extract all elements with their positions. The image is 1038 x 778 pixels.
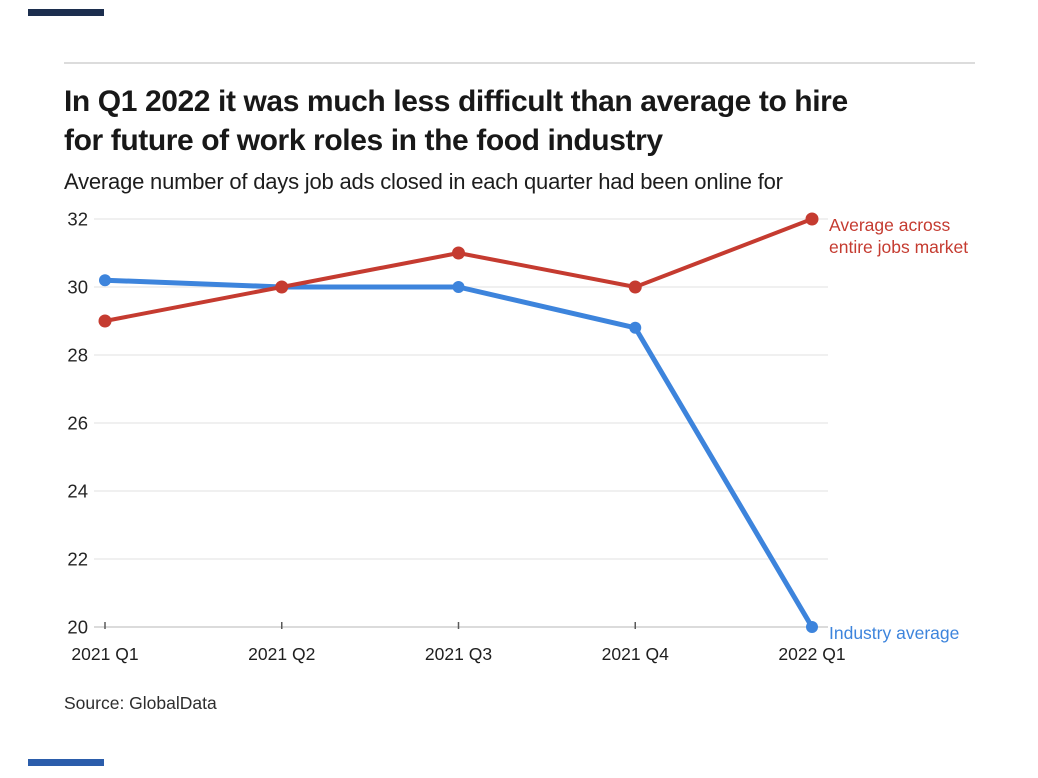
series-label-industry-average: Industry average bbox=[829, 623, 959, 643]
x-axis-label-2021-q3: 2021 Q3 bbox=[425, 644, 492, 664]
data-point-average-across-entire-jobs-market-2021-q4 bbox=[628, 280, 642, 294]
y-axis-label-26: 26 bbox=[67, 413, 88, 434]
data-point-industry-average-2021-q4 bbox=[629, 321, 642, 334]
series-line-average-across-entire-jobs-market bbox=[103, 217, 814, 323]
y-axis-label-24: 24 bbox=[67, 481, 88, 502]
series-line-industry-average bbox=[102, 277, 815, 630]
data-point-average-across-entire-jobs-market-2021-q3 bbox=[452, 246, 465, 260]
data-point-industry-average-2022-q1 bbox=[806, 621, 818, 633]
y-axis-label-32: 32 bbox=[67, 209, 88, 230]
data-point-average-across-entire-jobs-market-2021-q1 bbox=[98, 314, 112, 328]
y-axis-label-30: 30 bbox=[67, 277, 88, 298]
y-axis-label-28: 28 bbox=[67, 345, 88, 366]
x-axis-label-2022-q1: 2022 Q1 bbox=[778, 644, 845, 664]
data-point-average-across-entire-jobs-market-2022-q1 bbox=[805, 212, 819, 226]
brand-bar-bottom bbox=[28, 759, 104, 766]
header-separator bbox=[64, 62, 975, 64]
brand-bar-top bbox=[28, 9, 104, 16]
title-line-2: for future of work roles in the food ind… bbox=[64, 124, 663, 157]
source-note: Source: GlobalData bbox=[64, 693, 217, 713]
x-axis-label-2021-q1: 2021 Q1 bbox=[71, 644, 138, 664]
page-title: In Q1 2022 it was much less difficult th… bbox=[64, 82, 1024, 160]
title-line-1: In Q1 2022 it was much less difficult th… bbox=[64, 85, 848, 118]
y-axis-label-22: 22 bbox=[67, 549, 88, 570]
x-axis-label-2021-q2: 2021 Q2 bbox=[248, 644, 315, 664]
data-point-industry-average-2021-q3 bbox=[452, 281, 465, 293]
page-subtitle: Average number of days job ads closed in… bbox=[64, 169, 783, 194]
data-point-industry-average-2021-q1 bbox=[99, 274, 111, 287]
data-point-average-across-entire-jobs-market-2021-q2 bbox=[275, 280, 289, 294]
x-axis-label-2021-q4: 2021 Q4 bbox=[602, 644, 669, 664]
y-axis-label-20: 20 bbox=[67, 617, 88, 638]
series-label-average-across-entire-jobs-market: Average across entire jobs market bbox=[829, 215, 968, 257]
